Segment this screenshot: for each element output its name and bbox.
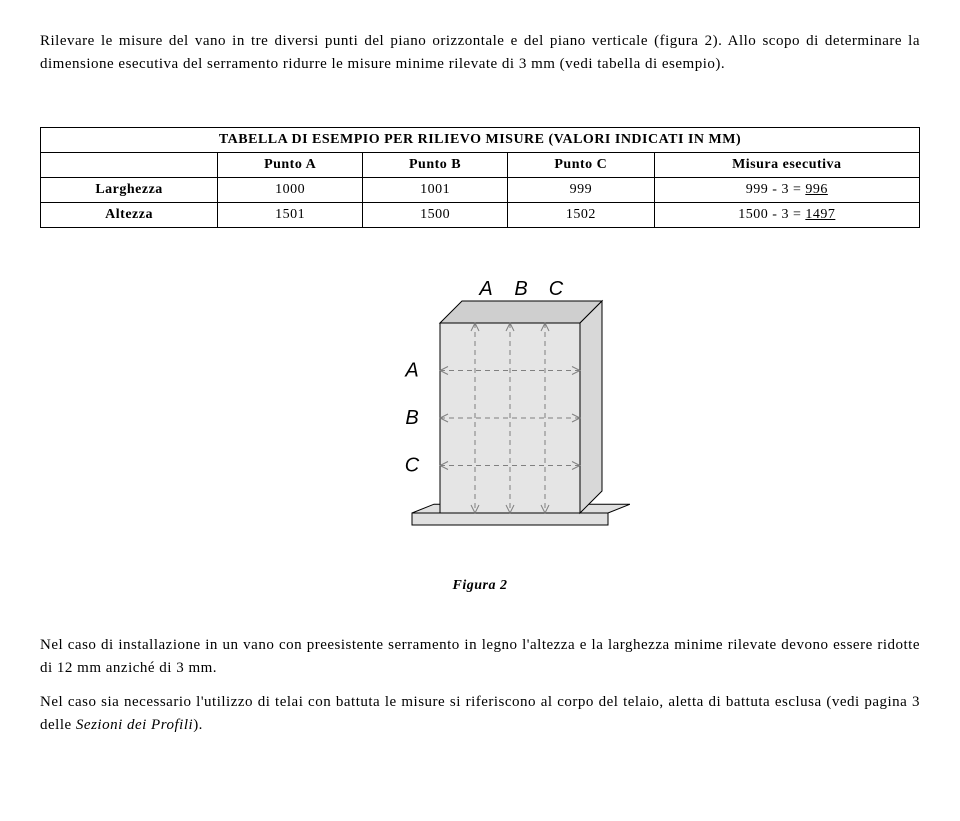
table-header-blank xyxy=(41,153,218,178)
spacer xyxy=(40,87,920,127)
svg-text:B: B xyxy=(405,407,418,429)
cell-larghezza-a: 1000 xyxy=(218,178,363,203)
svg-text:C: C xyxy=(405,455,420,477)
table-row: Altezza 1501 1500 1502 1500 - 3 = 1497 xyxy=(41,203,920,228)
cell-altezza-exec: 1500 - 3 = 1497 xyxy=(654,203,919,228)
table-header-exec: Misura esecutiva xyxy=(654,153,919,178)
intro-paragraph: Rilevare le misure del vano in tre diver… xyxy=(40,30,920,75)
svg-text:B: B xyxy=(514,278,527,300)
row-label-larghezza: Larghezza xyxy=(41,178,218,203)
cell-larghezza-c: 999 xyxy=(508,178,655,203)
exec-prefix: 999 - 3 = xyxy=(746,182,806,197)
cell-altezza-a: 1501 xyxy=(218,203,363,228)
svg-text:A: A xyxy=(478,278,492,300)
table-header-b: Punto B xyxy=(363,153,508,178)
cell-larghezza-b: 1001 xyxy=(363,178,508,203)
cell-larghezza-exec: 999 - 3 = 996 xyxy=(654,178,919,203)
cell-altezza-c: 1502 xyxy=(508,203,655,228)
figure-2-caption: Figura 2 xyxy=(40,578,920,594)
note2-italic: Sezioni dei Profili xyxy=(76,717,193,733)
note-paragraph-1: Nel caso di installazione in un vano con… xyxy=(40,634,920,679)
note-paragraph-2: Nel caso sia necessario l'utilizzo di te… xyxy=(40,691,920,736)
measurement-table: TABELLA DI ESEMPIO PER RILIEVO MISURE (V… xyxy=(40,127,920,228)
note2-tail: ). xyxy=(193,717,203,733)
exec-prefix: 1500 - 3 = xyxy=(738,207,805,222)
table-header-c: Punto C xyxy=(508,153,655,178)
svg-text:C: C xyxy=(549,278,564,300)
figure-2-diagram: ABCABC xyxy=(330,268,630,568)
table-row: Larghezza 1000 1001 999 999 - 3 = 996 xyxy=(41,178,920,203)
exec-value: 1497 xyxy=(805,207,835,222)
exec-value: 996 xyxy=(805,182,828,197)
table-header-a: Punto A xyxy=(218,153,363,178)
row-label-altezza: Altezza xyxy=(41,203,218,228)
table-title: TABELLA DI ESEMPIO PER RILIEVO MISURE (V… xyxy=(41,128,920,153)
figure-2-wrap: ABCABC xyxy=(40,268,920,568)
svg-text:A: A xyxy=(404,360,418,382)
cell-altezza-b: 1500 xyxy=(363,203,508,228)
